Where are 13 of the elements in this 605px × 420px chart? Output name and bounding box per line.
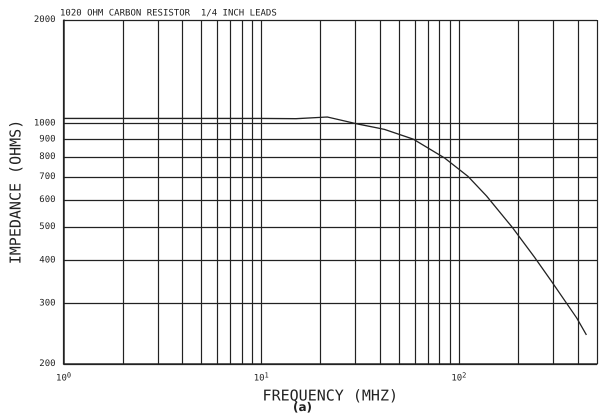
y-tick-label: 2000 [34,15,56,25]
y-tick-label: 500 [39,222,56,232]
y-tick-label: 1000 [34,118,56,129]
y-axis-title: IMPEDANCE (OHMS) [6,120,24,264]
y-tick-label: 600 [39,194,56,205]
y-tick-label: 300 [39,298,56,308]
chart-title: 1020 OHM CARBON RESISTOR 1/4 INCH LEADS [60,8,277,18]
y-tick-label: 700 [39,172,56,182]
text: (a) [292,400,312,414]
y-tick-label: 400 [39,255,56,266]
y-tick-label: 900 [39,134,56,144]
y-tick-label: 200 [39,359,56,369]
y-tick-label: 800 [39,152,56,162]
